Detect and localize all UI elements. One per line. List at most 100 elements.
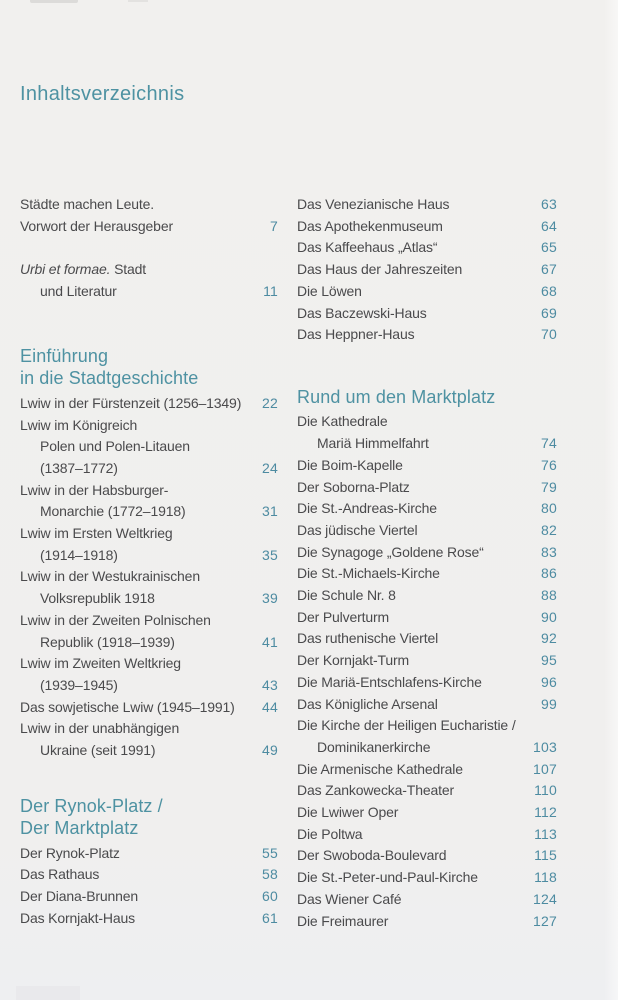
toc-entry: Urbi et formae. Stadt und Literatur 11 (20, 259, 278, 302)
toc-entry-text: Die St.-Michaels-Kirche (297, 565, 440, 582)
toc-entry-text: Lwiw in der Zweiten Polnischen (20, 611, 211, 628)
toc-entry-text: Städte machen Leute. (20, 196, 154, 212)
toc-entry-line: Die St.-Andreas-Kirche 80 (297, 498, 557, 520)
toc-entry: Der Rynok-Platz 55 (20, 843, 278, 865)
toc-section-heading: Der Rynok-Platz / Der Marktplatz (20, 795, 278, 840)
toc-entry-text: Die Armenische Kathedrale (297, 760, 463, 777)
toc-entry-text: Das Haus der Jahreszeiten (297, 261, 463, 278)
toc-entry-page-number: 118 (534, 869, 557, 886)
toc-heading-line: Der Rynok-Platz / (20, 795, 163, 816)
toc-entry: Das Baczewski-Haus 69 (297, 303, 557, 325)
toc-entry-line: Lwiw in der Westukrainischen (20, 566, 278, 588)
toc-entry-line: Der Soborna-Platz 79 (297, 477, 557, 499)
toc-entry-line: Urbi et formae. Stadt (20, 259, 278, 281)
toc-entry-line: Die St.-Michaels-Kirche 86 (297, 563, 557, 585)
toc-entry-page-number: 55 (262, 844, 278, 861)
toc-entry-text: Die Poltwa (297, 825, 363, 842)
toc-entry-line: Lwiw im Königreich (20, 415, 278, 437)
toc-entry-page-number: 76 (541, 456, 557, 473)
toc-entry: Das Kornjakt-Haus 61 (20, 908, 278, 930)
toc-entry-line: Vorwort der Herausgeber 7 (20, 216, 278, 238)
toc-heading-line: in die Stadtgeschichte (20, 368, 199, 389)
toc-entry-line: (1387–1772) 24 (20, 458, 278, 480)
toc-entry-text: Der Kornjakt-Turm (297, 652, 410, 669)
toc-entry: Lwiw im Königreich Polen und Polen-Litaue… (20, 415, 278, 480)
toc-entry-line: Der Swoboda-Boulevard 115 (297, 845, 557, 867)
page-edge-highlight (604, 0, 618, 1000)
toc-entry-line: Monarchie (1772–1918) 31 (20, 501, 278, 523)
toc-entry-line: Das Apothekenmuseum 64 (297, 216, 557, 238)
toc-entry: Der Diana-Brunnen 60 (20, 886, 278, 908)
toc-entry-page-number: 103 (533, 738, 557, 755)
toc-entry-line: Polen und Polen-Litauen (20, 436, 278, 458)
toc-entry-text: Republik (1918–1939) (40, 633, 175, 650)
toc-entry-text: Das sowjetische Lwiw (1945–1991) (20, 698, 235, 715)
toc-entry-page-number: 127 (533, 912, 557, 929)
toc-entry-line: (1939–1945) 43 (20, 675, 278, 697)
toc-entry-page-number: 43 (262, 676, 278, 693)
toc-entry-page-number: 7 (270, 217, 278, 234)
toc-entry-line: Städte machen Leute. (20, 194, 278, 216)
toc-entry-text: Das Zankowecka-Theater (297, 782, 454, 799)
toc-entry: Das Rathaus 58 (20, 864, 278, 886)
toc-entry-text: Der Swoboda-Boulevard (297, 847, 447, 864)
toc-entry-line: Der Pulverturm 90 (297, 607, 557, 629)
toc-section: Das Venezianische Haus 63 Das Apothekenmus… (297, 194, 557, 346)
toc-section: Urbi et formae. Stadt und Literatur 11 (20, 259, 278, 302)
toc-entry-text: Die Löwen (297, 282, 362, 299)
toc-entry-text: Das Venezianische Haus (297, 196, 450, 212)
toc-heading-line: Rund um den Marktplatz (297, 386, 496, 407)
toc-entry-text: Der Rynok-Platz (20, 844, 120, 861)
toc-entry-line: Das ruthenische Viertel 92 (297, 628, 557, 650)
toc-entry-text: Lwiw im Zweiten Weltkrieg (20, 655, 181, 672)
toc-entry-text: Der Pulverturm (297, 608, 390, 625)
toc-heading-line: Der Marktplatz (20, 818, 139, 839)
toc-entry-line: Das sowjetische Lwiw (1945–1991) 44 (20, 697, 278, 719)
toc-entry-page-number: 61 (262, 909, 278, 926)
toc-entry-line: Lwiw in der unabhängigen (20, 718, 278, 740)
toc-entry-text: (1939–1945) (40, 676, 118, 693)
toc-entry-line: Die Lwiwer Oper 112 (297, 802, 557, 824)
toc-entry-page-number: 107 (533, 760, 557, 777)
toc-entry-text: Das Wiener Café (297, 890, 402, 907)
toc-entry-line: Die St.-Peter-und-Paul-Kirche 118 (297, 867, 557, 889)
toc-entry-line: Dominikanerkirche 103 (297, 737, 557, 759)
toc-entry: Das Wiener Café 124 (297, 889, 557, 911)
toc-entry-line: Das Wiener Café 124 (297, 889, 557, 911)
toc-entry-text: Polen und Polen-Litauen (40, 438, 190, 455)
toc-entry-line: Mariä Himmelfahrt 74 (297, 433, 557, 455)
toc-entry-page-number: 65 (541, 239, 557, 256)
toc-entry-line: Der Kornjakt-Turm 95 (297, 650, 557, 672)
toc-entry: Das Haus der Jahreszeiten 67 (297, 259, 557, 281)
toc-entry: Lwiw in der Fürstenzeit (1256–1349) 22 (20, 393, 278, 415)
toc-column-right: Das Venezianische Haus 63 Das Apothekenmus… (297, 194, 557, 932)
scan-artifact-top (30, 0, 78, 3)
toc-entry-line: Die Boim-Kapelle 76 (297, 455, 557, 477)
toc-entry-text: Urbi et formae. Stadt (20, 261, 147, 278)
toc-entry-text: Das Kornjakt-Haus (20, 909, 135, 926)
toc-entry-page-number: 11 (263, 283, 278, 300)
toc-section: Der Rynok-Platz / Der Marktplatz Der Rynok… (20, 795, 278, 930)
toc-entry-page-number: 68 (541, 282, 557, 299)
toc-heading-line: Einführung (20, 345, 109, 366)
toc-entry-page-number: 86 (541, 565, 557, 582)
toc-entry-page-number: 41 (262, 633, 278, 650)
toc-entry-text: Das Kaffeehaus „Atlas“ (297, 239, 438, 256)
toc-entry: Das Königliche Arsenal 99 (297, 694, 557, 716)
toc-entry: Die Lwiwer Oper 112 (297, 802, 557, 824)
toc-entry: Lwiw in der unabhängigen Ukraine (seit 19… (20, 718, 278, 761)
toc-entry-line: Das Kaffeehaus „Atlas“ 65 (297, 237, 557, 259)
toc-entry-text: Dominikanerkirche (317, 738, 431, 755)
toc-entry-text: Das Heppner-Haus (297, 326, 415, 343)
toc-entry-line: Die Synagoge „Goldene Rose“ 83 (297, 542, 557, 564)
toc-entry-text: Lwiw in der Fürstenzeit (1256–1349) (20, 394, 242, 411)
toc-entry-line: Ukraine (seit 1991) 49 (20, 740, 278, 762)
toc-entry: Der Kornjakt-Turm 95 (297, 650, 557, 672)
toc-entry-text: Die Kathedrale (297, 413, 388, 430)
toc-entry-line: Das Kornjakt-Haus 61 (20, 908, 278, 930)
toc-entry-line: Das Heppner-Haus 70 (297, 324, 557, 346)
toc-entry: Das Zankowecka-Theater 110 (297, 780, 557, 802)
toc-entry-page-number: 31 (262, 503, 278, 520)
toc-entry-line: Die Freimaurer 127 (297, 911, 557, 933)
toc-entry-line: Das Rathaus 58 (20, 864, 278, 886)
